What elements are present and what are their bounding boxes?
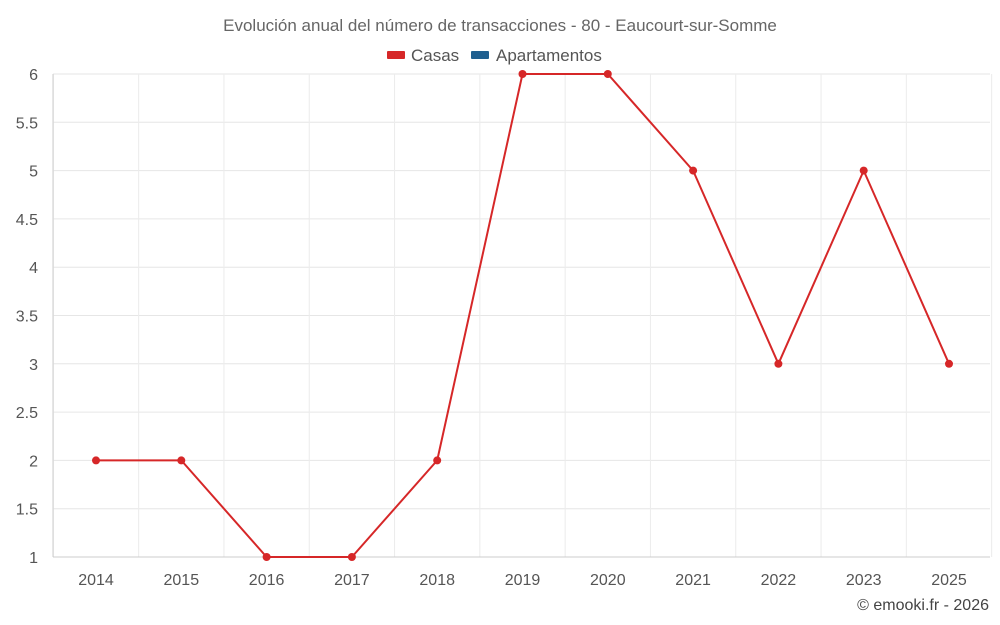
x-tick-label: 2021 [675,572,711,589]
legend-label-apartamentos: Apartamentos [496,46,602,65]
y-tick-label: 3 [29,357,38,374]
x-tick-label: 2018 [419,572,455,589]
y-tick-label: 1.5 [16,502,38,519]
x-tick-label: 2020 [590,572,626,589]
data-point-casas [859,166,868,175]
legend-item-apartamentos[interactable]: Apartamentos [471,46,602,65]
y-tick-label: 6 [29,67,38,84]
chart-title: Evolución anual del número de transaccio… [223,16,777,35]
x-tick-label: 2015 [164,572,200,589]
y-tick-label: 1 [29,550,38,567]
y-tick-label: 2 [29,453,38,470]
y-tick-label: 3.5 [16,309,38,326]
data-point-casas [945,359,953,368]
axes: 1 1.5 2 2.5 3 3.5 4 4.5 5 5.5 6 2014 2015 2016 2017 201… [16,67,990,589]
y-tick-label: 5 [29,164,38,181]
legend-swatch-apartamentos [471,51,489,59]
x-tick-label: 2023 [846,572,882,589]
legend: Casas Apartamentos [387,46,602,65]
legend-label-casas: Casas [411,46,459,65]
series [92,70,953,561]
data-point-casas [603,70,612,78]
grid [52,73,993,558]
data-point-casas [689,166,698,175]
x-tick-label: 2022 [761,572,797,589]
y-tick-label: 4 [29,260,38,277]
credit-text: © emooki.fr - 2026 [857,597,989,614]
x-tick-label: 2014 [78,572,114,589]
data-point-casas [262,553,271,561]
x-tick-label: 2016 [249,572,285,589]
data-point-casas [92,456,100,465]
legend-swatch-casas [387,51,405,59]
legend-item-casas[interactable]: Casas [387,46,459,65]
x-tick-label: 2019 [505,572,541,589]
data-point-casas [518,70,527,78]
x-tick-label: 2017 [334,572,370,589]
data-point-casas [347,553,356,561]
data-point-casas [433,456,442,465]
data-point-casas [774,359,783,368]
data-point-casas [177,456,186,465]
y-tick-label: 5.5 [16,115,38,132]
y-tick-label: 4.5 [16,212,38,229]
y-tick-label: 2.5 [16,405,38,422]
x-tick-label: 2025 [931,572,967,589]
